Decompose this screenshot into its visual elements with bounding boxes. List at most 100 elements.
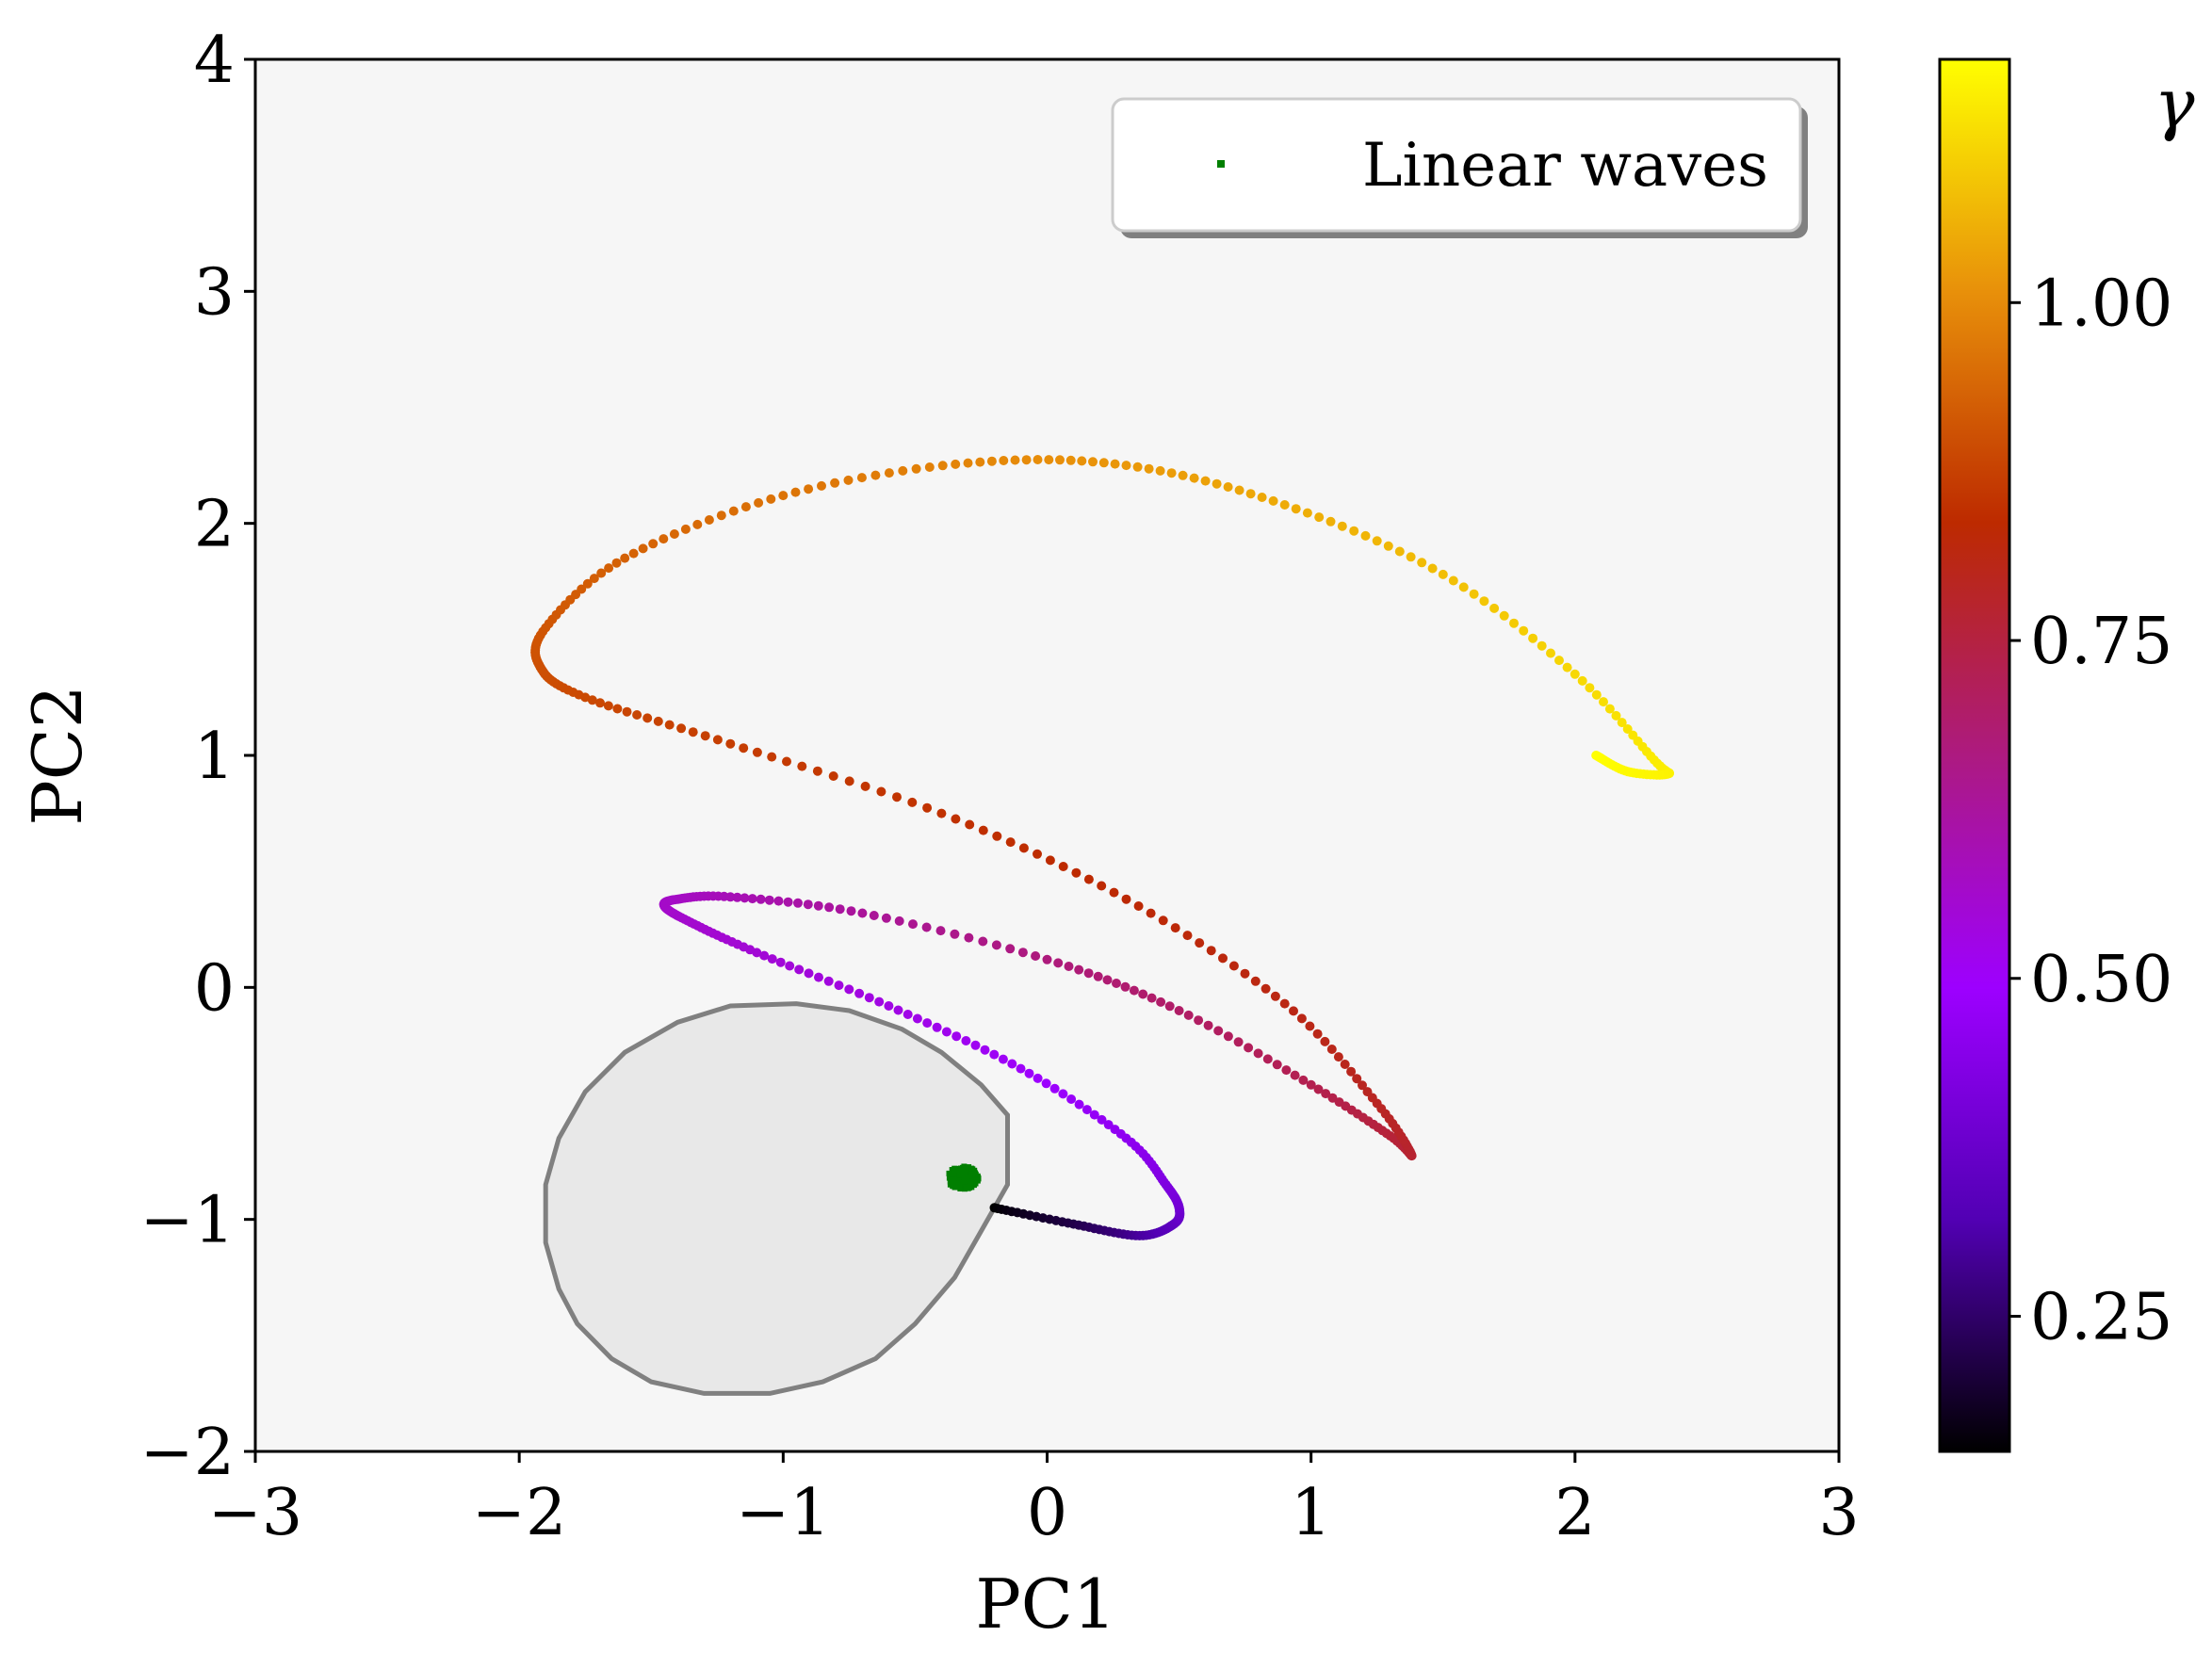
trajectory-point <box>980 1045 990 1055</box>
trajectory-point <box>773 896 784 906</box>
linear-waves-point <box>946 1170 952 1176</box>
trajectory-point <box>1055 455 1065 465</box>
trajectory-layer <box>530 455 1674 1240</box>
linear-waves-point <box>972 1170 978 1176</box>
trajectory-point <box>1178 470 1188 480</box>
trajectory-point <box>813 900 823 911</box>
trajectory-point <box>1321 1089 1331 1099</box>
linear-waves-point <box>968 1165 975 1172</box>
y-tick-label: 0 <box>194 951 235 1026</box>
trajectory-point <box>1044 455 1054 465</box>
trajectory-point <box>1223 1031 1233 1042</box>
trajectory-point <box>1010 455 1020 465</box>
y-axis: −2 −1 0 1 2 3 4 <box>140 24 255 1490</box>
linear-waves-point <box>961 1163 968 1170</box>
trajectory-point <box>864 993 874 1003</box>
trajectory-point <box>951 459 961 469</box>
trajectory-point <box>804 968 814 979</box>
trajectory-point <box>803 899 813 910</box>
trajectory-point <box>986 456 997 466</box>
legend-marker-linear-waves <box>1217 160 1225 168</box>
linear-waves-point <box>962 1184 968 1191</box>
trajectory-point <box>739 743 749 753</box>
trajectory-point <box>1417 558 1427 568</box>
x-tick-label: 2 <box>1554 1476 1595 1550</box>
trajectory-point <box>1083 874 1094 884</box>
trajectory-point <box>704 515 714 525</box>
shaded-region-layer <box>543 1001 1010 1396</box>
trajectory-point <box>1074 1099 1084 1110</box>
x-tick-label: −2 <box>472 1476 566 1550</box>
trajectory-point <box>1537 640 1547 651</box>
trajectory-point <box>881 913 891 923</box>
trajectory-point <box>1042 954 1052 964</box>
trajectory-point <box>1313 1084 1324 1094</box>
trajectory-point <box>824 902 835 913</box>
trajectory-point <box>642 713 653 723</box>
trajectory-point <box>935 926 946 936</box>
x-tick-label: 0 <box>1027 1476 1067 1550</box>
trajectory-point <box>1041 1078 1051 1089</box>
trajectory-point <box>756 894 766 904</box>
trajectory-point <box>1103 1120 1114 1130</box>
trajectory-point <box>732 892 742 902</box>
colorbar-tick-label: 0.75 <box>2030 605 2172 679</box>
linear-waves-point <box>962 1169 968 1175</box>
trajectory-point <box>669 529 679 539</box>
legend-box <box>1111 97 1802 233</box>
trajectory-point <box>999 456 1009 465</box>
colorbar-tick-label: 1.00 <box>2030 267 2172 341</box>
linear-waves-point <box>950 1172 955 1178</box>
trajectory-point <box>964 932 974 943</box>
trajectory-point <box>1223 482 1233 492</box>
trajectory-point <box>632 710 642 720</box>
x-axis-title: PC1 <box>975 1564 1115 1644</box>
trajectory-point <box>1591 689 1602 700</box>
linear-waves-layer <box>946 1163 982 1192</box>
trajectory-point <box>1577 675 1587 686</box>
trajectory-point <box>1110 459 1120 469</box>
trajectory-point <box>1228 961 1239 971</box>
trajectory-point <box>1306 1079 1316 1090</box>
trajectory-point <box>1279 998 1290 1009</box>
trajectory-point <box>1121 461 1131 471</box>
trajectory-point <box>1164 1001 1175 1012</box>
trajectory-point <box>1372 536 1382 546</box>
colorbar <box>1938 57 2011 1453</box>
trajectory-point <box>577 584 587 594</box>
trajectory-point <box>1174 1006 1184 1015</box>
trajectory-point <box>912 1013 922 1024</box>
trajectory-point <box>1203 1020 1213 1030</box>
trajectory-point <box>1049 1083 1060 1094</box>
trajectory-point <box>747 894 757 904</box>
trajectory-point <box>1200 476 1211 486</box>
trajectory-point <box>941 1027 951 1037</box>
y-tick-label: 4 <box>194 24 235 98</box>
trajectory-point <box>1406 552 1416 562</box>
trajectory-point <box>680 524 691 534</box>
trajectory-point <box>1253 1048 1263 1059</box>
trajectory-point <box>1270 991 1280 1001</box>
trajectory-point <box>950 929 960 939</box>
trajectory-point <box>846 906 856 916</box>
legend: Linear waves <box>1111 97 1808 238</box>
trajectory-point <box>1112 979 1121 988</box>
trajectory-point <box>1133 901 1144 911</box>
trajectory-point <box>1585 683 1595 693</box>
trajectory-point <box>921 922 932 932</box>
trajectory-point <box>1016 1063 1026 1074</box>
linear-waves-point <box>957 1165 964 1172</box>
linear-waves-point <box>947 1181 953 1188</box>
trajectory-point <box>975 457 985 467</box>
trajectory-point <box>1599 697 1608 707</box>
trajectory-point <box>712 735 723 745</box>
trajectory-point <box>1611 710 1621 721</box>
trajectory-point <box>1195 938 1205 948</box>
trajectory-point <box>1121 894 1131 904</box>
trajectory-point <box>1218 953 1228 964</box>
trajectory-point <box>965 819 975 830</box>
linear-waves-point <box>949 1176 955 1183</box>
trajectory-point <box>1033 1073 1043 1083</box>
trajectory-point <box>1245 489 1256 499</box>
